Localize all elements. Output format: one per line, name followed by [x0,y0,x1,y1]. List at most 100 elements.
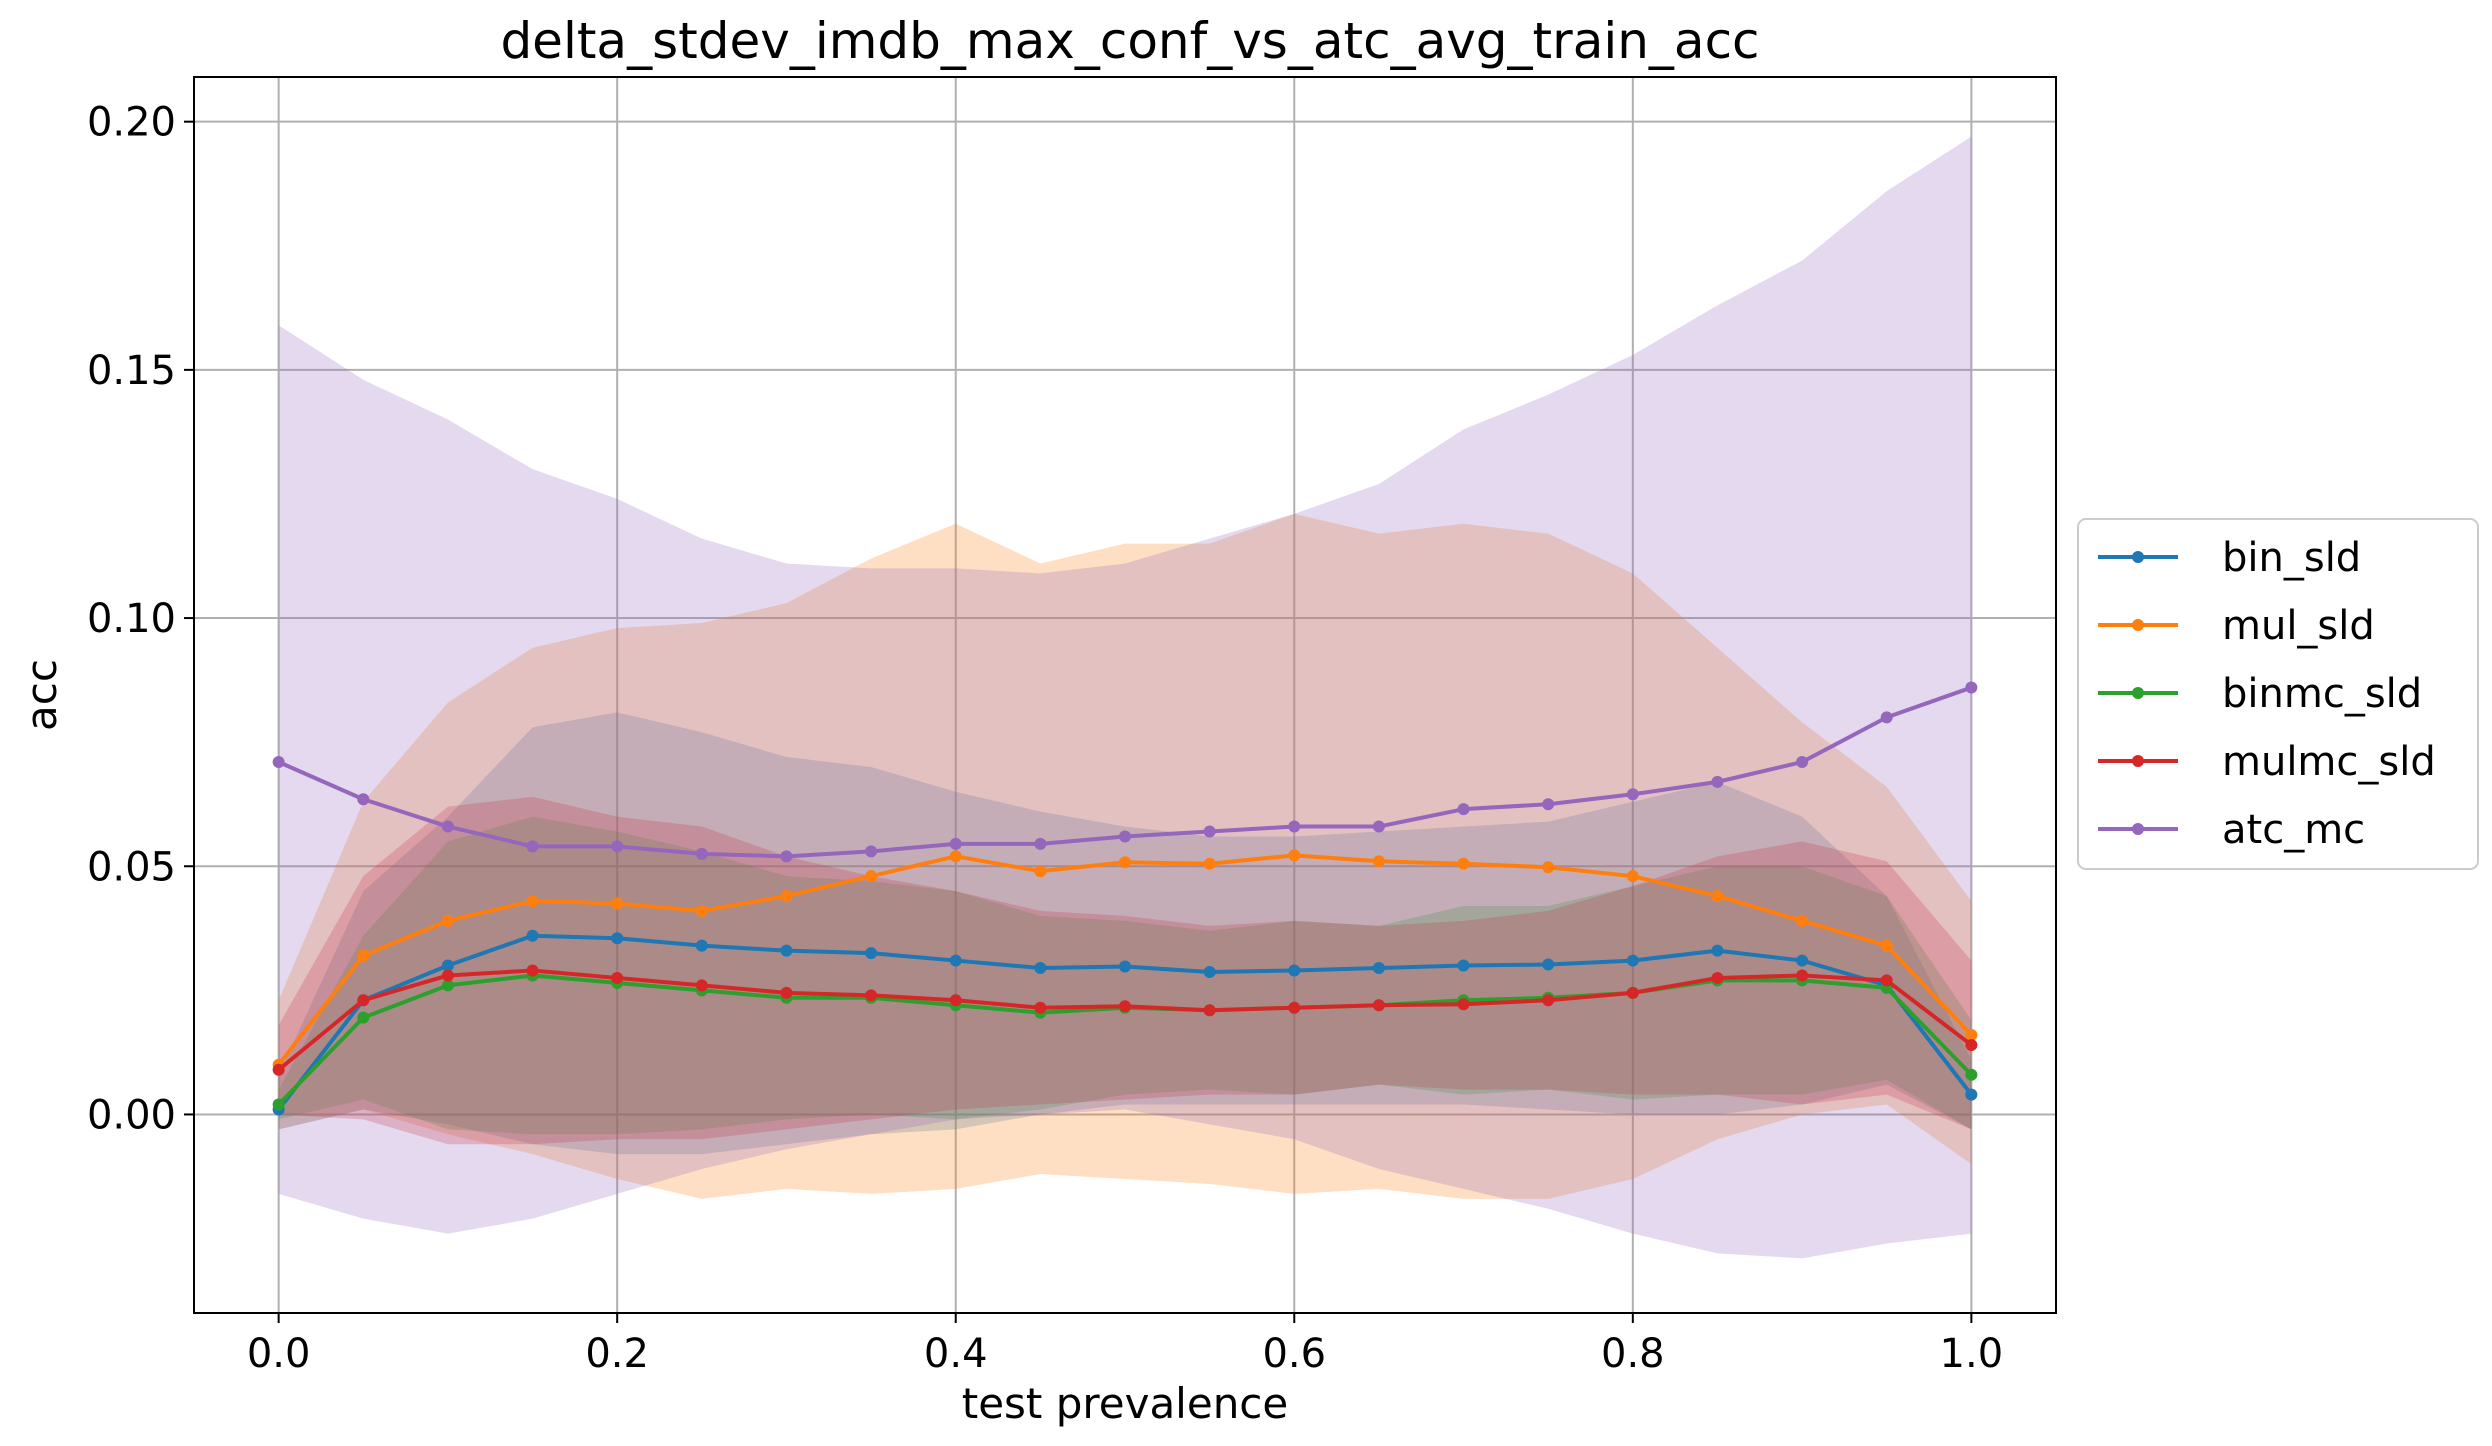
bin_sld-point [695,939,708,952]
mulmc_sld-point [1880,974,1893,987]
mul_sld-point [1965,1029,1978,1042]
atc_mc-point [949,837,962,850]
x-tick-label: 0.4 [924,1331,988,1377]
legend: bin_sld mul_sld binmc_sld mulmc_sld atc_mc [2077,518,2479,870]
mulmc_sld-legend-label: mulmc_sld [2222,739,2436,785]
atc_mc-std-band [278,136,1972,1259]
mulmc_sld-point [1203,1004,1216,1017]
bin_sld-legend-label: bin_sld [2222,535,2361,581]
bin_sld-point [526,929,539,942]
bin_sld-point [1119,960,1131,973]
mulmc_sld-point [441,969,454,982]
mul_sld-point [1457,857,1470,870]
bin_sld-point [1457,959,1470,972]
mul_sld-point [1119,856,1131,869]
mul_sld-point [357,949,370,962]
atc_mc-point [1542,798,1555,811]
binmc_sld-std-band [278,816,1972,1135]
mulmc_sld-point [1119,1000,1131,1013]
mul_sld-point [1626,870,1639,883]
mulmc_sld-point [1626,986,1639,999]
x-tick-label: 0.6 [1262,1331,1326,1377]
mul_sld-point [1288,849,1301,862]
std-bands [278,136,1972,1259]
bin_sld-point [1626,954,1639,967]
mul_sld-point [1796,914,1809,927]
mulmc_sld-point [526,964,539,977]
plot-frame [193,76,2057,1314]
atc_mc-point [1203,825,1216,838]
bin_sld-point [780,944,793,957]
mulmc_sld-point [1372,999,1385,1012]
binmc_sld-point [441,979,454,992]
series-lines [272,681,1978,1116]
mul_sld-point [1711,890,1724,903]
atc_mc-legend-label: atc_mc [2222,807,2365,853]
mulmc_sld-point [357,994,370,1007]
x-axis-label: test prevalence [962,1379,1289,1428]
atc_mc-point [865,845,878,858]
atc_mc-point [1288,820,1301,833]
bin_sld-std-band [278,712,1972,1155]
bin_sld-point [1203,965,1216,978]
bin_sld-point [441,959,454,972]
mul_sld-point [1542,861,1555,874]
bin_sld-point [1965,1088,1978,1101]
mul_sld-legend-marker [2132,619,2144,631]
y-tick-label: 0.10 [87,596,176,642]
bin_sld-point [949,954,962,967]
mul_sld-legend-label: mul_sld [2222,603,2375,649]
binmc_sld-legend-marker [2132,687,2144,699]
grid-lines [194,77,2056,1313]
atc_mc-point [357,793,370,806]
x-axis-ticks: 0.0 0.2 0.4 0.6 0.8 1.0 [247,1313,2003,1377]
mul_sld-point [1880,939,1893,952]
atc_mc-point [695,847,708,860]
mulmc_sld-point [1457,998,1470,1011]
y-tick-label: 0.00 [87,1092,176,1138]
atc_mc-point [1880,711,1893,724]
bin_sld-point [611,932,624,945]
x-tick-label: 0.0 [247,1331,311,1377]
mulmc_sld-point [865,989,878,1002]
mulmc_sld-point [272,1063,285,1076]
bin_sld-point [1372,962,1385,975]
mulmc_sld-point [1034,1001,1047,1014]
mul_sld-point [865,870,878,883]
mulmc_sld-point [949,994,962,1007]
mulmc_sld-point [695,979,708,992]
atc_mc-point [526,840,539,853]
chart-title: delta_stdev_imdb_max_conf_vs_atc_avg_tra… [500,12,1759,70]
bin_sld-point [1542,958,1555,971]
mulmc_sld-point [1711,971,1724,984]
y-tick-label: 0.15 [87,348,176,394]
x-tick-label: 0.8 [1601,1331,1665,1377]
y-tick-label: 0.20 [87,100,176,146]
mul_sld-point [1203,857,1216,870]
atc_mc-point [1965,681,1978,694]
x-tick-label: 0.2 [585,1331,649,1377]
atc_mc-point [1796,756,1809,769]
atc_mc-point [1034,837,1047,850]
atc_mc-point [1372,820,1385,833]
mulmc_sld-point [611,971,624,984]
mul_sld-point [695,904,708,917]
atc_mc-point [1626,788,1639,801]
y-tick-label: 0.05 [87,844,176,890]
mul_sld-point [1372,855,1385,868]
bin_sld-point [865,947,878,960]
mulmc_sld-legend-marker [2132,755,2144,767]
legend-frame [2077,518,2479,870]
x-tick-label: 1.0 [1940,1331,2004,1377]
bin_sld-point [1711,944,1724,957]
atc_mc-point [780,850,793,863]
binmc_sld-point [357,1011,370,1024]
bin_sld-point [1288,964,1301,977]
mul_sld-point [780,890,793,903]
mul_sld-point [611,897,624,910]
mul_sld-point [441,914,454,927]
atc_mc-point [272,756,285,769]
mulmc_sld-point [1796,969,1809,982]
